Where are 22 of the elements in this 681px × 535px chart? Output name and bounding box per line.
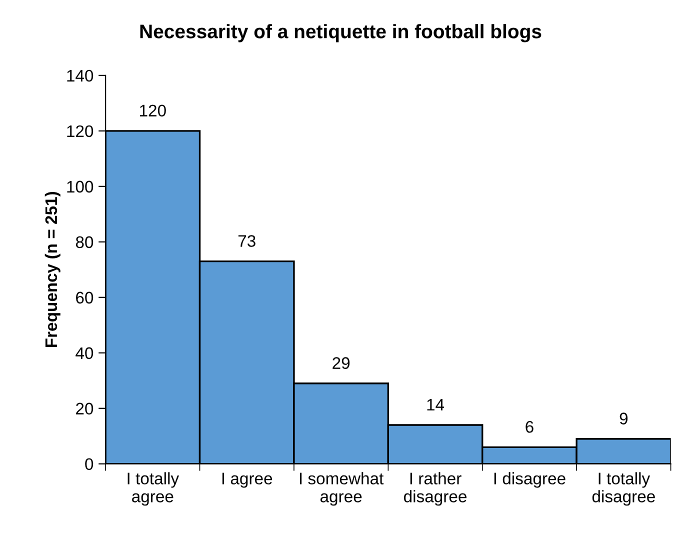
y-tick-label: 60 xyxy=(76,292,94,304)
data-label: 120 xyxy=(140,104,166,117)
chart-title: Necessarity of a netiquette in football blogs xyxy=(140,24,542,42)
x-tick-label: I totally disagree xyxy=(592,472,655,506)
y-tick-label: 100 xyxy=(67,180,94,193)
data-label: 29 xyxy=(332,357,350,369)
data-label: 73 xyxy=(238,235,256,247)
y-axis-title: Frequency (n = 251) xyxy=(44,192,60,348)
x-tick-label: I disagree xyxy=(494,472,566,488)
x-tick-label: I agree xyxy=(222,472,272,488)
x-tick-label: I rather disagree xyxy=(404,472,466,506)
x-tick-label: I totally agree xyxy=(128,472,180,506)
y-tick-label: 40 xyxy=(76,347,94,360)
y-tick-label: 140 xyxy=(67,70,94,82)
y-tick-label: 20 xyxy=(76,402,94,415)
x-tick-label: I somewhat agree xyxy=(300,472,384,506)
data-label: 14 xyxy=(427,398,444,410)
data-label: 9 xyxy=(620,412,628,424)
y-tick-label: 80 xyxy=(76,236,94,248)
y-tick-label: 0 xyxy=(85,458,94,470)
data-label: 6 xyxy=(526,420,534,433)
y-tick-label: 120 xyxy=(67,125,94,138)
